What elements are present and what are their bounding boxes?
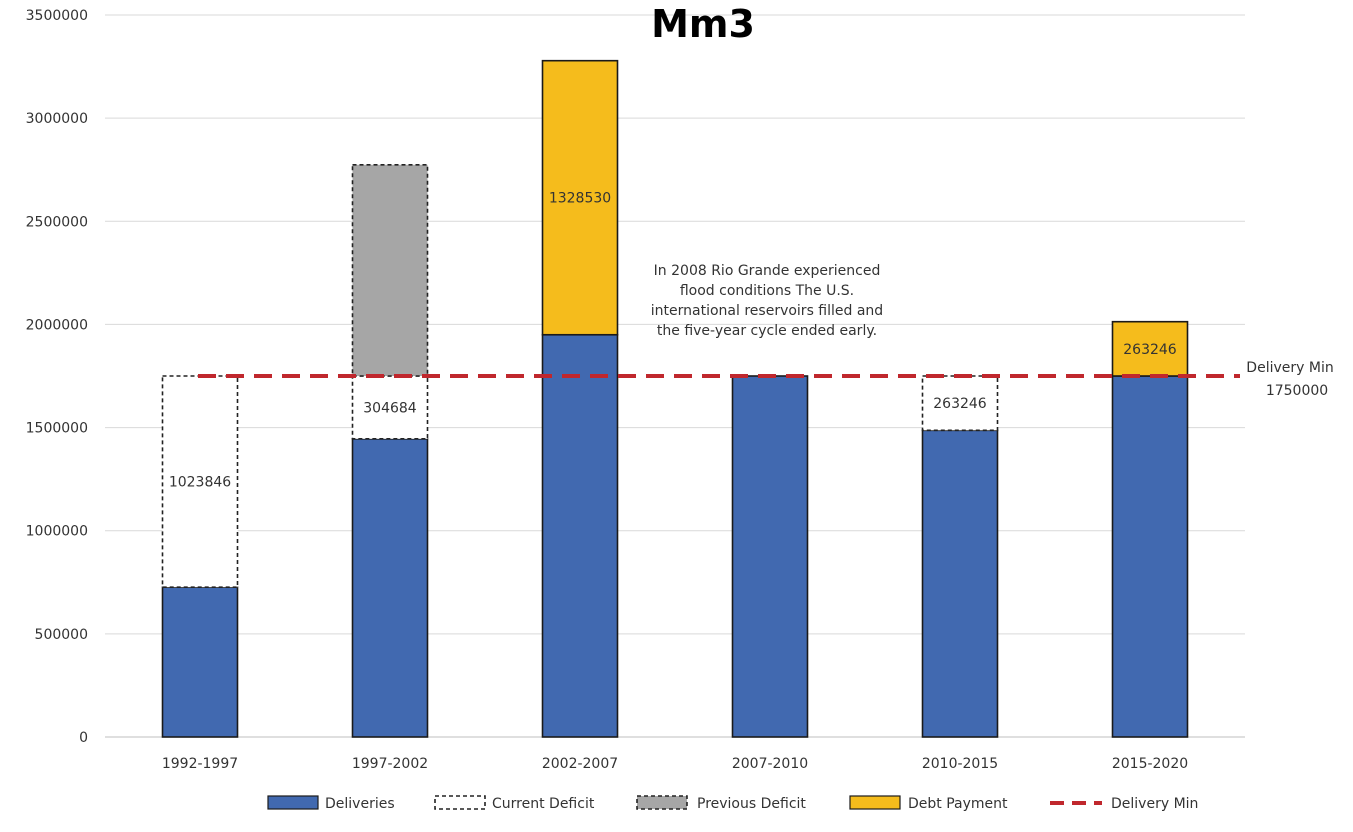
- legend-swatch: [849, 795, 901, 810]
- x-tick-label: 2015-2020: [1112, 756, 1188, 772]
- legend-label: Delivery Min: [1111, 796, 1198, 812]
- annotation-line: flood conditions The U.S.: [680, 283, 854, 299]
- reference-line-label: Delivery Min: [1246, 360, 1333, 376]
- bar-segment: [1111, 375, 1189, 738]
- bar-segment: [351, 438, 429, 738]
- bars: 1023846 304684 1328530 263246 263246: [161, 59, 1189, 738]
- y-tick-label: 2500000: [26, 214, 88, 230]
- legend-swatch: [636, 795, 688, 810]
- bar-segment: [161, 586, 239, 738]
- data-label: 1023846: [169, 475, 231, 491]
- bar-segment: [731, 375, 809, 738]
- x-tick-label: 1997-2002: [352, 756, 428, 772]
- bar-segment: [541, 59, 619, 336]
- y-tick-label: 0: [79, 730, 88, 746]
- y-axis: 0 500000 1000000 1500000 2000000 2500000 30000…: [26, 8, 1245, 746]
- reference-line-value: 1750000: [1266, 383, 1328, 399]
- legend-swatch: [267, 795, 319, 810]
- y-tick-label: 500000: [35, 627, 88, 643]
- data-label: 263246: [933, 396, 987, 412]
- data-label: 304684: [363, 400, 417, 416]
- flood-annotation: In 2008 Rio Grande experienced flood cond…: [651, 263, 883, 339]
- y-tick-label: 2000000: [26, 317, 88, 333]
- delivery-min-line: Delivery Min 1750000: [198, 360, 1334, 399]
- bar-segment: [351, 163, 429, 377]
- bar-segment: [921, 429, 999, 738]
- x-tick-label: 1992-1997: [162, 756, 238, 772]
- x-tick-label: 2010-2015: [922, 756, 998, 772]
- bar-segment: [351, 375, 429, 440]
- y-tick-label: 3500000: [26, 8, 88, 24]
- y-tick-label: 3000000: [26, 111, 88, 127]
- legend-label: Current Deficit: [492, 796, 595, 812]
- y-tick-label: 1000000: [26, 524, 88, 540]
- x-tick-label: 2002-2007: [542, 756, 618, 772]
- legend-label: Debt Payment: [908, 796, 1008, 812]
- x-tick-label: 2007-2010: [732, 756, 808, 772]
- annotation-line: the five-year cycle ended early.: [657, 323, 877, 339]
- legend: Deliveries Current Deficit Previous Defici…: [267, 795, 1198, 812]
- y-tick-label: 1500000: [26, 421, 88, 437]
- annotation-line: international reservoirs filled and: [651, 303, 883, 319]
- data-label: 1328530: [549, 191, 611, 207]
- legend-label: Previous Deficit: [697, 796, 806, 812]
- legend-swatch: [434, 795, 486, 810]
- legend-label: Deliveries: [325, 796, 395, 812]
- data-label: 263246: [1123, 342, 1177, 358]
- chart-title: Mm3: [651, 2, 755, 46]
- annotation-line: In 2008 Rio Grande experienced: [654, 263, 881, 279]
- grid: [105, 14, 1245, 738]
- bar-segment: [541, 333, 619, 738]
- x-axis: 1992-1997 1997-2002 2002-2007 2007-2010 2010…: [162, 756, 1188, 772]
